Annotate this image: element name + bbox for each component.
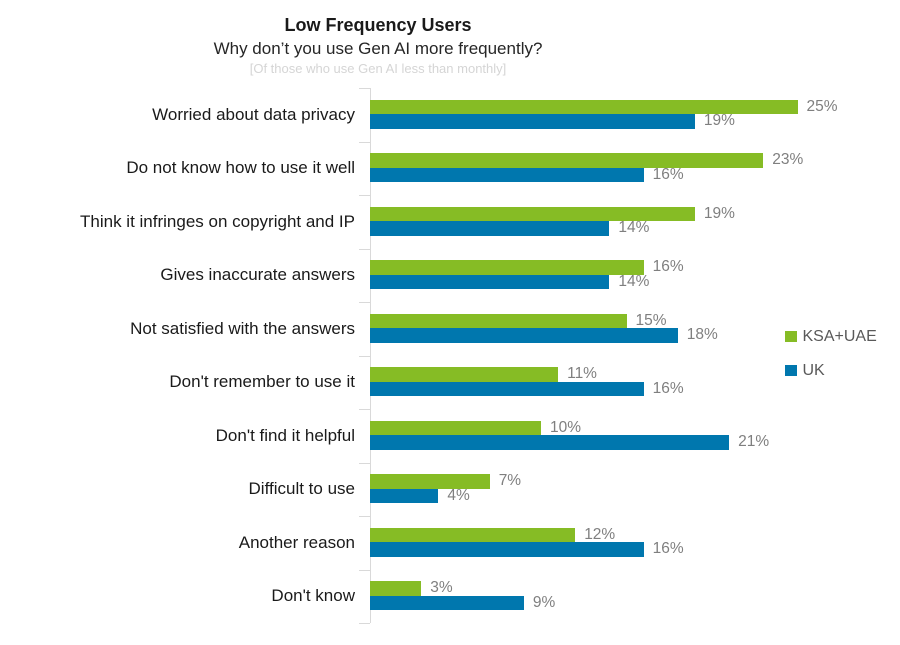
value-label-uk: 21% xyxy=(738,433,770,451)
value-label-uk: 14% xyxy=(618,272,650,290)
bar-uk: 14% xyxy=(370,273,649,289)
chart-subtitle: Why don’t you use Gen AI more frequently… xyxy=(213,39,543,58)
axis-tick xyxy=(359,409,370,410)
bar-ksa-uae: 12% xyxy=(370,526,615,542)
axis-tick xyxy=(359,248,370,250)
value-label-uk: 19% xyxy=(703,112,735,130)
bar-ksa-uae: 16% xyxy=(370,259,684,275)
category-label: Worried about data privacy xyxy=(152,104,355,124)
chart-row: Gives inaccurate answers 16% 14% xyxy=(0,249,900,303)
bar-uk: 21% xyxy=(370,434,769,450)
axis-tick xyxy=(359,623,370,624)
value-label-uk: 16% xyxy=(652,165,684,183)
value-label-ksa-uae: 15% xyxy=(635,311,667,329)
axis-tick xyxy=(359,516,370,517)
value-label-uk: 16% xyxy=(652,379,684,397)
chart-row: Worried about data privacy 25% 19% xyxy=(0,88,900,142)
chart-row: Difficult to use 7% 4% xyxy=(0,463,900,517)
chart-row: Don't remember to use it 11% 16% xyxy=(0,356,900,410)
bar-ksa-uae: 10% xyxy=(370,419,581,435)
category-label: Don't know xyxy=(271,586,355,606)
value-label-uk: 18% xyxy=(686,326,718,344)
category-label: Not satisfied with the answers xyxy=(130,318,355,338)
bar-ksa-uae: 15% xyxy=(370,312,667,328)
bar-uk: 16% xyxy=(370,380,684,396)
value-label-ksa-uae: 23% xyxy=(772,151,804,169)
chart-row: Another reason 12% 16% xyxy=(0,516,900,570)
axis-tick xyxy=(359,88,370,89)
bar-uk: 9% xyxy=(370,594,555,610)
category-label: Don't remember to use it xyxy=(169,372,355,392)
bar-ksa-uae: 11% xyxy=(370,366,597,382)
category-label: Think it infringes on copyright and IP xyxy=(80,211,355,231)
axis-tick xyxy=(359,462,370,464)
chart-title: Low Frequency Users xyxy=(284,15,472,35)
value-label-ksa-uae: 16% xyxy=(652,258,684,276)
category-label: Difficult to use xyxy=(248,479,355,499)
chart-row: Do not know how to use it well 23% 16% xyxy=(0,142,900,196)
value-label-ksa-uae: 12% xyxy=(584,525,616,543)
value-label-ksa-uae: 11% xyxy=(567,365,597,383)
value-label-ksa-uae: 25% xyxy=(806,97,838,115)
category-label: Don't find it helpful xyxy=(215,425,355,445)
category-label: Do not know how to use it well xyxy=(126,158,355,178)
legend-swatch-ksa-uae xyxy=(785,330,797,343)
bar-uk: 19% xyxy=(370,113,735,129)
legend-label-uk: UK xyxy=(802,362,825,379)
y-axis-line xyxy=(370,88,371,623)
value-label-uk: 16% xyxy=(652,540,684,558)
category-label: Another reason xyxy=(238,532,355,552)
bar-ksa-uae: 19% xyxy=(370,205,735,221)
bar-ksa-uae: 3% xyxy=(370,580,453,596)
value-label-uk: 14% xyxy=(618,219,650,237)
bar-uk: 16% xyxy=(370,166,684,182)
bar-uk: 14% xyxy=(370,220,649,236)
bar-ksa-uae: 7% xyxy=(370,473,521,489)
bar-uk: 4% xyxy=(370,487,470,503)
legend-item-uk: UK xyxy=(785,362,825,379)
chart-header: Low Frequency Users Why don’t you use Ge… xyxy=(0,14,756,78)
bar-ksa-uae: 23% xyxy=(370,152,803,168)
axis-tick xyxy=(359,195,370,196)
category-label: Gives inaccurate answers xyxy=(160,265,355,285)
chart-note: [Of those who use Gen AI less than month… xyxy=(249,61,507,76)
value-label-ksa-uae: 19% xyxy=(703,204,735,222)
chart-row: Don't know 3% 9% xyxy=(0,570,900,624)
value-label-ksa-uae: 3% xyxy=(430,579,453,597)
bar-ksa-uae: 25% xyxy=(370,98,838,114)
legend-label-ksa-uae: KSA+UAE xyxy=(802,328,877,345)
legend-item-ksa-uae: KSA+UAE xyxy=(785,328,877,345)
axis-tick xyxy=(359,355,370,357)
value-label-uk: 9% xyxy=(532,593,556,611)
value-label-ksa-uae: 10% xyxy=(550,418,582,436)
axis-tick xyxy=(359,302,370,303)
axis-tick xyxy=(359,141,370,143)
bar-uk: 16% xyxy=(370,541,684,557)
axis-tick xyxy=(359,569,370,571)
chart-row: Not satisfied with the answers 15% 18% xyxy=(0,302,900,356)
chart-row: Think it infringes on copyright and IP 19… xyxy=(0,195,900,249)
value-label-uk: 4% xyxy=(447,486,470,504)
value-label-ksa-uae: 7% xyxy=(498,472,522,490)
bar-uk: 18% xyxy=(370,327,718,343)
chart-row: Don't find it helpful 10% 21% xyxy=(0,409,900,463)
legend-swatch-uk xyxy=(785,364,797,377)
